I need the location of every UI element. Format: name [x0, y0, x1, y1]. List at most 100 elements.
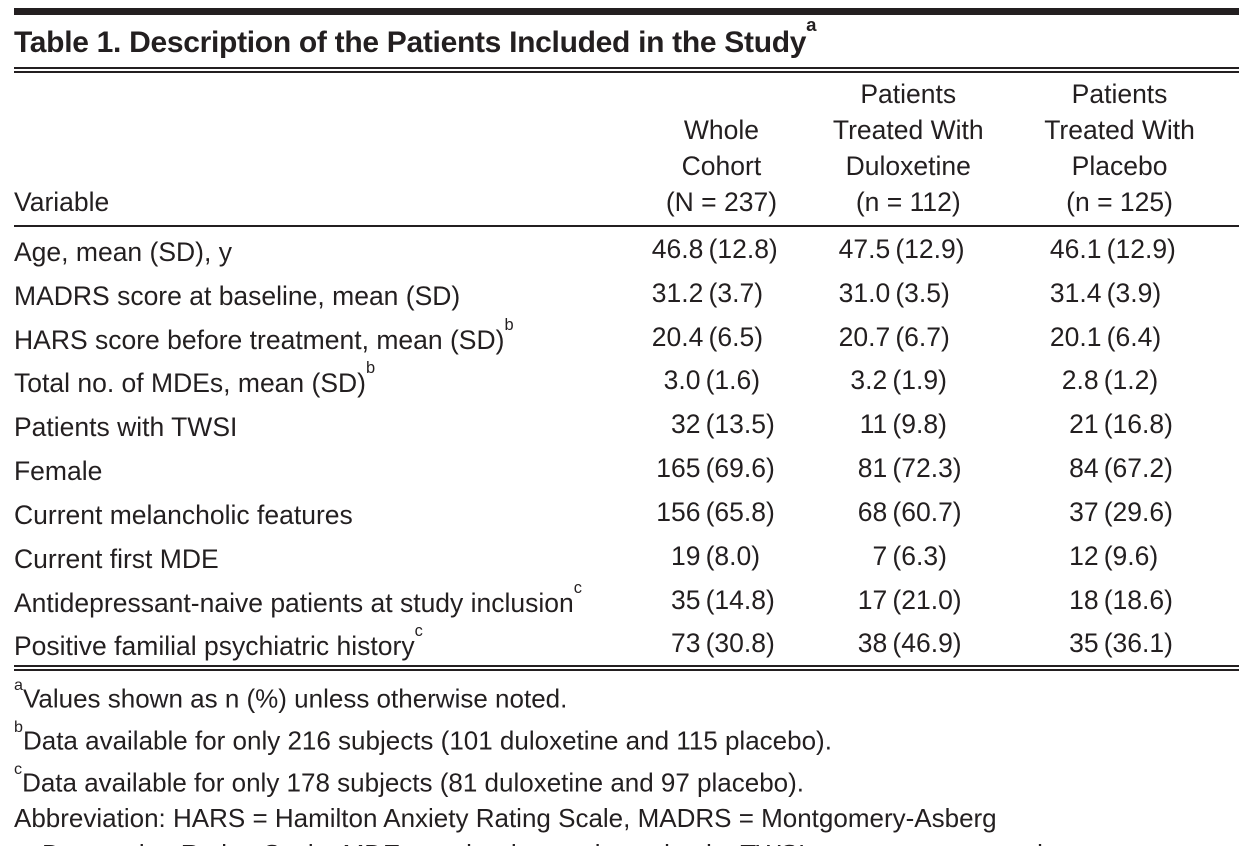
- row-variable: Patients with TWSI: [14, 412, 238, 443]
- value-number: 32: [670, 409, 701, 440]
- value-number: 47.5: [838, 233, 891, 264]
- value-percent: (3.7): [708, 277, 764, 308]
- value-number: 20.4: [651, 321, 704, 352]
- row-footnote-marker: b: [365, 359, 376, 378]
- value-number: 19: [670, 540, 701, 571]
- cell-whole-cohort: 32 (13.5): [627, 402, 817, 446]
- cell-variable: Antidepressant-naive patients at study i…: [14, 578, 627, 622]
- header-line: Cohort: [681, 151, 762, 181]
- value-percent: (1.9): [892, 365, 947, 396]
- table-row: Total no. of MDEs, mean (SD)b 3.0 (1.6) 3…: [14, 358, 1239, 402]
- cell-variable: Age, mean (SD), y: [14, 226, 627, 271]
- footnote-marker: a: [14, 676, 23, 695]
- cell-whole-cohort: 165 (69.6): [627, 446, 817, 490]
- value-percent: (18.6): [1103, 584, 1173, 615]
- table-header: Variable Whole Cohort (N = 237) Patients…: [14, 76, 1239, 227]
- value-percent: (69.6): [705, 453, 775, 484]
- title-rule: [14, 67, 1239, 73]
- header-line: Patients: [860, 79, 957, 109]
- table-row: HARS score before treatment, mean (SD)b …: [14, 315, 1239, 359]
- table-title: Table 1. Description of the Patients Inc…: [14, 13, 1239, 67]
- value-number: 38: [857, 628, 888, 659]
- value-number: 18: [1069, 584, 1099, 615]
- value-number: 35: [1069, 628, 1099, 659]
- row-footnote-marker: c: [573, 578, 582, 597]
- column-header-variable: Variable: [14, 76, 627, 227]
- value-number: 46.8: [651, 233, 704, 264]
- cell-duloxetine: 3.2 (1.9): [816, 358, 1000, 402]
- cell-variable: Current first MDE: [14, 534, 627, 578]
- value-percent: (60.7): [892, 496, 962, 527]
- patients-table: Variable Whole Cohort (N = 237) Patients…: [14, 76, 1239, 665]
- value-number: 17: [857, 584, 888, 615]
- cell-whole-cohort: 73 (30.8): [627, 621, 817, 665]
- row-variable: Current melancholic features: [14, 499, 353, 530]
- footnote-marker: b: [14, 717, 23, 736]
- value-number: 84: [1069, 453, 1099, 484]
- value-number: 68: [857, 496, 888, 527]
- value-number: 31.4: [1049, 277, 1102, 308]
- cell-variable: MADRS score at baseline, mean (SD): [14, 271, 627, 315]
- table-body: Age, mean (SD), y 46.8 (12.8) 47.5 (12.9) …: [14, 226, 1239, 665]
- variable-label: Variable: [14, 187, 110, 217]
- cell-variable: Female: [14, 446, 627, 490]
- value-number: 7: [872, 540, 888, 571]
- cell-placebo: 37 (29.6): [1000, 490, 1239, 534]
- footnote-text: Values shown as n (%) unless otherwise n…: [22, 683, 568, 714]
- row-variable: HARS score before treatment, mean (SD): [14, 324, 505, 355]
- footnote-a: aValues shown as n (%) unless otherwise …: [14, 675, 1239, 717]
- header-row: Variable Whole Cohort (N = 237) Patients…: [14, 76, 1239, 227]
- footnote-text: Data available for only 216 subjects (10…: [22, 725, 832, 756]
- table-title-text: Table 1. Description of the Patients Inc…: [14, 26, 807, 59]
- header-line: Placebo: [1071, 151, 1168, 181]
- cell-whole-cohort: 20.4 (6.5): [627, 315, 817, 359]
- header-line: Treated With: [1044, 115, 1195, 145]
- value-number: 35: [670, 584, 701, 615]
- cell-placebo: 31.4 (3.9): [1000, 271, 1239, 315]
- value-number: 20.7: [838, 321, 891, 352]
- header-line: Treated With: [832, 115, 984, 145]
- value-percent: (14.8): [705, 584, 775, 615]
- column-header-placebo: Patients Treated With Placebo (n = 125): [1000, 76, 1239, 227]
- row-variable: Positive familial psychiatric history: [14, 631, 415, 662]
- row-variable: Age, mean (SD), y: [14, 236, 232, 267]
- header-line: (N = 237): [665, 187, 778, 217]
- value-percent: (12.8): [708, 233, 778, 264]
- value-percent: (65.8): [705, 496, 775, 527]
- cell-placebo: 46.1 (12.9): [1000, 226, 1239, 271]
- value-number: 20.1: [1049, 321, 1102, 352]
- value-percent: (12.9): [895, 233, 965, 264]
- footnote-text: Data available for only 178 subjects (81…: [22, 767, 805, 798]
- cell-duloxetine: 17 (21.0): [816, 578, 1000, 622]
- value-number: 37: [1069, 496, 1099, 527]
- footnote-b: bData available for only 216 subjects (1…: [14, 717, 1239, 759]
- cell-placebo: 12 (9.6): [1000, 534, 1239, 578]
- column-header-whole-cohort: Whole Cohort (N = 237): [626, 76, 817, 227]
- footnotes: aValues shown as n (%) unless otherwise …: [14, 671, 1239, 846]
- table-row: Patients with TWSI 32 (13.5) 11 (9.8) 21 (1…: [14, 402, 1239, 446]
- value-percent: (9.8): [892, 409, 947, 440]
- header-line: Duloxetine: [845, 151, 971, 181]
- cell-whole-cohort: 3.0 (1.6): [627, 358, 817, 402]
- row-footnote-marker: b: [504, 315, 514, 334]
- cell-placebo: 84 (67.2): [1000, 446, 1239, 490]
- cell-duloxetine: 38 (46.9): [816, 621, 1000, 665]
- top-rule: [14, 8, 1239, 15]
- cell-placebo: 35 (36.1): [1000, 621, 1239, 665]
- table-row: Age, mean (SD), y 46.8 (12.8) 47.5 (12.9) …: [14, 226, 1239, 271]
- header-line: Patients: [1071, 79, 1168, 109]
- value-percent: (6.3): [892, 540, 947, 571]
- cell-duloxetine: 68 (60.7): [816, 490, 1000, 534]
- value-percent: (29.6): [1103, 496, 1173, 527]
- cell-variable: Positive familial psychiatric historyc: [14, 621, 627, 665]
- row-variable: Current first MDE: [14, 543, 219, 574]
- value-percent: (6.4): [1106, 321, 1162, 352]
- value-percent: (1.6): [705, 365, 761, 396]
- table-title-footnote-marker: a: [806, 13, 817, 35]
- cell-duloxetine: 31.0 (3.5): [816, 271, 1000, 315]
- value-number: 2.8: [1061, 365, 1099, 396]
- cell-placebo: 20.1 (6.4): [1000, 315, 1239, 359]
- value-percent: (67.2): [1103, 453, 1173, 484]
- value-percent: (1.2): [1103, 365, 1159, 396]
